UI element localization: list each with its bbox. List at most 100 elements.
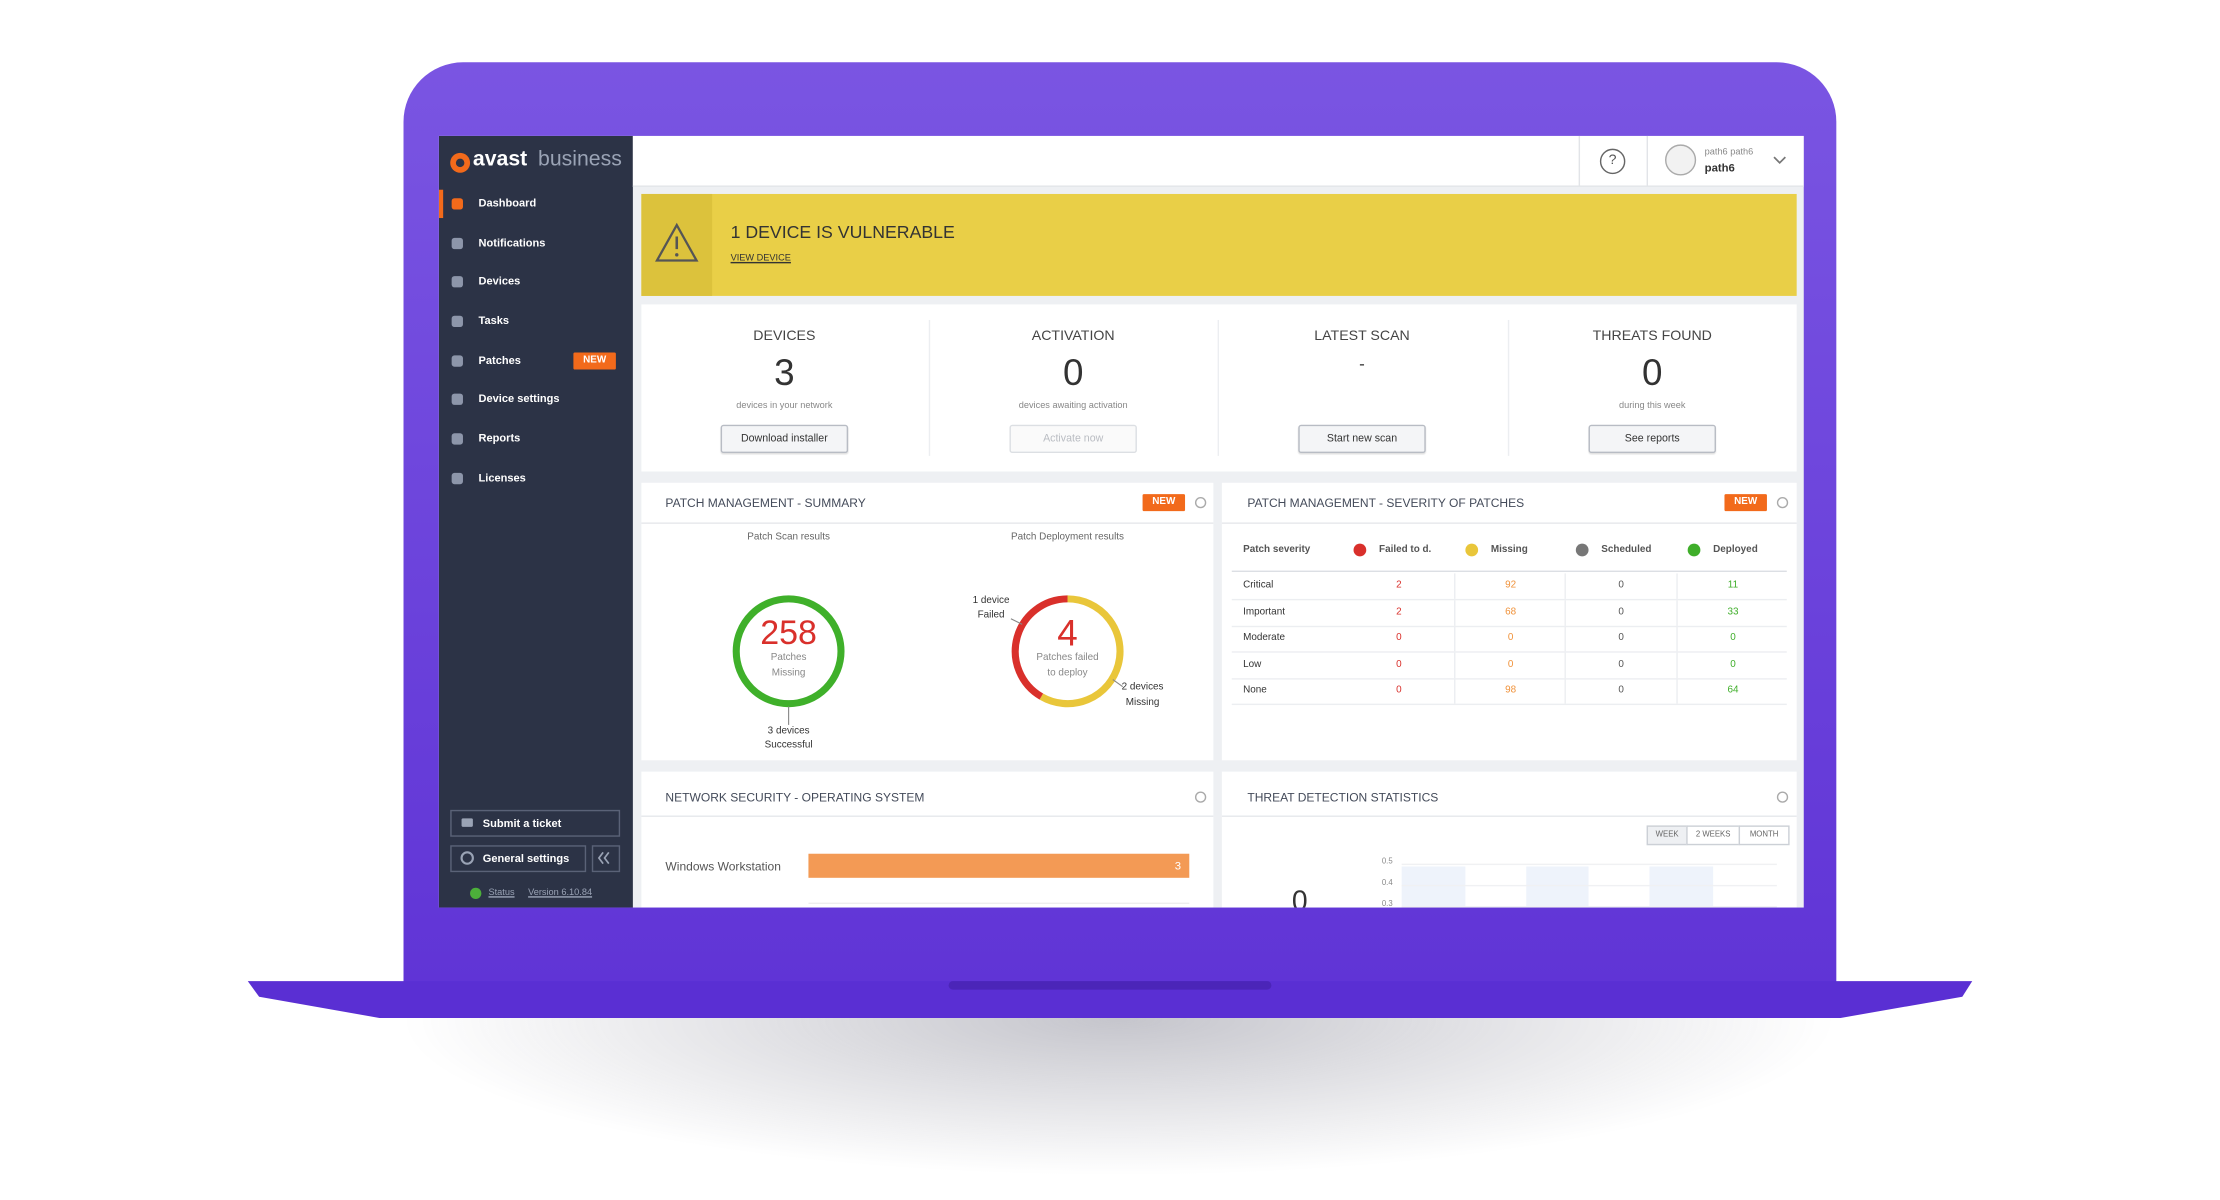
alert-title: 1 DEVICE IS VULNERABLE bbox=[730, 222, 955, 243]
scan-caption: Missing bbox=[771, 668, 806, 679]
general-settings-button[interactable] bbox=[450, 845, 587, 873]
nav-item[interactable] bbox=[443, 268, 633, 296]
nav-item[interactable] bbox=[443, 190, 633, 218]
stat-button[interactable]: Activate now bbox=[1009, 424, 1137, 454]
column-rule bbox=[1564, 599, 1566, 626]
nav-icon bbox=[451, 315, 463, 328]
deployment-value: 4 bbox=[1057, 611, 1078, 655]
row-label: None bbox=[1243, 685, 1267, 696]
column-rule bbox=[1454, 573, 1456, 599]
threat-total: 0 bbox=[1291, 886, 1308, 908]
scan-heading: Patch Scan results bbox=[747, 532, 830, 543]
nav-label: Licenses bbox=[478, 471, 526, 485]
top-divider bbox=[1578, 135, 1581, 186]
submit-ticket-button[interactable] bbox=[450, 809, 621, 837]
stat-label: ACTIVATION bbox=[1031, 328, 1115, 345]
nav-item[interactable] bbox=[443, 307, 633, 335]
column-rule bbox=[1676, 651, 1678, 678]
os-value: 3 bbox=[1174, 859, 1182, 873]
deployment-caption: Patches failed bbox=[1036, 652, 1099, 663]
top-divider bbox=[1646, 135, 1649, 186]
help-button[interactable]: ? bbox=[1599, 148, 1626, 175]
scan-caption: Patches bbox=[770, 652, 807, 663]
nav-item[interactable] bbox=[443, 347, 633, 375]
stat-button[interactable]: Start new scan bbox=[1298, 424, 1426, 454]
column-rule bbox=[1454, 599, 1456, 626]
stat-label: DEVICES bbox=[753, 328, 816, 345]
table-cell: 0 bbox=[1507, 659, 1514, 669]
collapse-button[interactable] bbox=[591, 845, 621, 873]
table-cell: 0 bbox=[1618, 685, 1624, 696]
card-divider bbox=[641, 522, 1214, 524]
sidebar-icons bbox=[460, 818, 610, 900]
scan-note: 3 devices bbox=[767, 726, 810, 737]
brand-icon bbox=[450, 152, 471, 173]
column-rule bbox=[1454, 651, 1456, 678]
scan-note: Successful bbox=[764, 740, 813, 751]
range-button[interactable]: WEEK bbox=[1646, 825, 1688, 846]
column-rule bbox=[1676, 678, 1678, 704]
legend-dot bbox=[1575, 543, 1589, 557]
table-cell: 0 bbox=[1507, 632, 1514, 643]
legend-label: Missing bbox=[1490, 545, 1528, 556]
legend-label: Patch severity bbox=[1243, 545, 1311, 556]
table-cell: 2 bbox=[1396, 606, 1402, 617]
alert-link[interactable]: VIEW DEVICE bbox=[730, 253, 791, 264]
table-cell: 0 bbox=[1396, 632, 1402, 643]
nav-label: Devices bbox=[478, 274, 521, 288]
stat-divider bbox=[928, 319, 931, 456]
row-label: Moderate bbox=[1243, 632, 1285, 643]
nav-item[interactable] bbox=[443, 425, 633, 453]
deployment-caption: to deploy bbox=[1047, 668, 1088, 679]
table-row-rule bbox=[1231, 598, 1787, 601]
nav-icon bbox=[451, 355, 463, 367]
failed-note: Failed bbox=[977, 610, 1005, 621]
column-rule bbox=[1564, 625, 1566, 652]
user-menu-chevron[interactable] bbox=[1773, 156, 1787, 165]
axis-label: 0.5 bbox=[1381, 857, 1393, 867]
column-rule bbox=[1676, 625, 1678, 652]
row-label: Low bbox=[1243, 659, 1262, 669]
nav-item[interactable] bbox=[443, 464, 633, 492]
version-link[interactable]: Version 6.10.84 bbox=[528, 887, 593, 898]
missing-note: 2 devices bbox=[1121, 682, 1164, 693]
nav-icon bbox=[451, 393, 463, 405]
range-button[interactable]: MONTH bbox=[1738, 825, 1790, 846]
table-cell: 0 bbox=[1618, 606, 1624, 617]
table-cell: 98 bbox=[1505, 685, 1517, 696]
base-body bbox=[247, 981, 1973, 1018]
new-badge: NEW bbox=[1724, 494, 1767, 512]
scan-value: 258 bbox=[760, 614, 817, 653]
legend-dot bbox=[1353, 543, 1367, 557]
legend-label: Failed to d. bbox=[1379, 545, 1432, 556]
table-cell: 33 bbox=[1727, 606, 1739, 617]
table-cell: 0 bbox=[1396, 685, 1402, 696]
nav-icon bbox=[451, 433, 463, 445]
range-button[interactable]: 2 WEEKS bbox=[1686, 825, 1741, 846]
missing-note: Missing bbox=[1125, 697, 1160, 708]
card-divider bbox=[1221, 815, 1797, 817]
screen: avast business NEW Submit a ticket Gener… bbox=[438, 135, 1804, 908]
nav-label: Tasks bbox=[478, 314, 510, 328]
column-rule bbox=[1564, 678, 1566, 704]
nav-icon bbox=[451, 472, 463, 485]
user-avatar[interactable] bbox=[1665, 144, 1697, 176]
status-link[interactable]: Status bbox=[488, 887, 515, 898]
nav-label: Reports bbox=[478, 431, 521, 445]
os-label: Windows Workstation bbox=[665, 859, 781, 874]
alert-icon bbox=[655, 222, 699, 262]
column-rule bbox=[1676, 573, 1678, 599]
user-line-2: path6 bbox=[1704, 161, 1735, 175]
stat-button[interactable]: See reports bbox=[1588, 424, 1716, 454]
stat-caption: devices awaiting activation bbox=[1018, 400, 1128, 411]
table-cell: 11 bbox=[1727, 580, 1739, 591]
table-row-rule bbox=[1231, 703, 1787, 706]
user-line-1: path6 path6 bbox=[1704, 147, 1754, 158]
stat-button[interactable]: Download installer bbox=[720, 424, 849, 454]
card-divider bbox=[641, 815, 1214, 817]
table-row-rule bbox=[1231, 677, 1787, 679]
